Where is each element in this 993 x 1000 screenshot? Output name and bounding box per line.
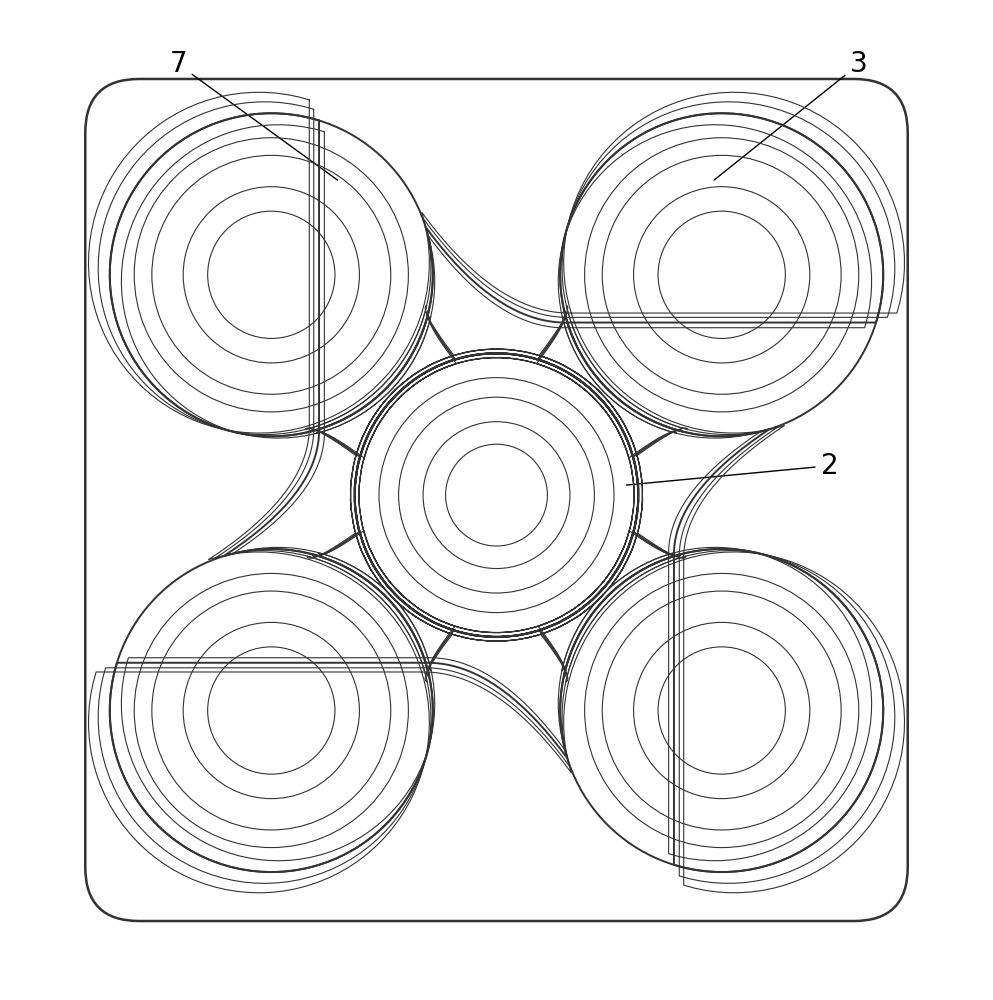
FancyBboxPatch shape xyxy=(85,79,908,921)
Text: 2: 2 xyxy=(627,452,838,485)
Text: 3: 3 xyxy=(714,50,868,180)
Text: 7: 7 xyxy=(170,50,338,180)
